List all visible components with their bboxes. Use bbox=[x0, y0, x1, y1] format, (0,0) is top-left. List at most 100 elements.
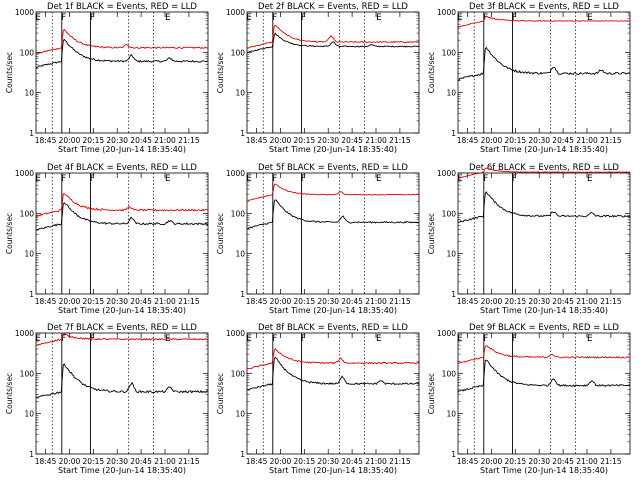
x-tick-label: 18:45 bbox=[457, 136, 479, 145]
series-line-events bbox=[457, 46, 631, 81]
x-axis-label: Start Time (20-Jun-14 18:35:40) bbox=[480, 466, 608, 475]
x-tick-label: 20:15 bbox=[83, 297, 105, 306]
series-line-lld bbox=[35, 28, 209, 55]
x-tick-label: 20:15 bbox=[294, 297, 316, 306]
panel-det-4: Det 4f BLACK = Events, RED = LLD 1 10 100 10… bbox=[5, 163, 209, 315]
y-tick-label: 1 bbox=[451, 129, 456, 138]
x-tick-label: 21:00 bbox=[365, 136, 387, 145]
x-tick-label: 18:45 bbox=[457, 457, 479, 466]
plot-frame bbox=[457, 11, 631, 134]
x-tick-label: 21:15 bbox=[178, 297, 200, 306]
panel-det-9: Det 9f BLACK = Events, RED = LLD 1 10 100 10… bbox=[427, 323, 631, 475]
x-tick-label: 20:00 bbox=[59, 136, 81, 145]
x-tick-label: 20:15 bbox=[505, 297, 527, 306]
panel-det-2: Det 2f BLACK = Events, RED = LLD 1 10 100 10… bbox=[216, 2, 420, 154]
y-tick-label: 100 bbox=[20, 48, 35, 57]
flag-label: F bbox=[90, 13, 95, 23]
series-line-events bbox=[35, 363, 209, 399]
x-tick-label: 21:15 bbox=[178, 136, 200, 145]
y-tick-label: 1000 bbox=[226, 329, 245, 338]
series-line-lld bbox=[457, 167, 630, 179]
x-tick-label: 18:45 bbox=[246, 297, 268, 306]
flag-label: E bbox=[587, 13, 593, 23]
flag-label: E bbox=[165, 13, 171, 23]
series-line-lld bbox=[35, 193, 209, 218]
x-tick-label: 20:45 bbox=[341, 457, 363, 466]
x-axis-label: Start Time (20-Jun-14 18:35:40) bbox=[269, 145, 397, 154]
x-tick-label: 20:45 bbox=[552, 297, 574, 306]
flag-label: F bbox=[301, 334, 306, 344]
y-axis-label: Counts/sec bbox=[5, 373, 14, 414]
x-tick-label: 20:00 bbox=[59, 457, 81, 466]
flag-label: E bbox=[376, 174, 382, 184]
y-axis-label: Counts/sec bbox=[427, 52, 436, 93]
x-tick-label: 21:15 bbox=[389, 136, 411, 145]
plot-frame bbox=[457, 172, 631, 295]
flag-label: E bbox=[457, 174, 463, 184]
y-tick-label: 1000 bbox=[15, 329, 34, 338]
y-tick-label: 1000 bbox=[437, 8, 456, 17]
panel-det-7: Det 7f BLACK = Events, RED = LLD 1 10 100 10… bbox=[5, 323, 209, 475]
x-tick-label: 21:00 bbox=[576, 136, 598, 145]
flag-label: E bbox=[35, 13, 41, 23]
series-line-events bbox=[246, 199, 420, 230]
panel-det-3: Det 3f BLACK = Events, RED = LLD 1 10 100 10… bbox=[427, 2, 631, 154]
panel-title: Det 4f BLACK = Events, RED = LLD bbox=[47, 163, 197, 173]
y-axis-label: Counts/sec bbox=[5, 213, 14, 254]
flag-label: E bbox=[246, 174, 252, 184]
y-axis-label: Counts/sec bbox=[427, 373, 436, 414]
panel-det-1: Det 1f BLACK = Events, RED = LLD 1 10 100 10… bbox=[5, 2, 209, 154]
y-tick-label: 1 bbox=[29, 290, 34, 299]
flag-label: E bbox=[35, 174, 41, 184]
x-tick-label: 20:45 bbox=[130, 457, 152, 466]
x-tick-label: 21:15 bbox=[600, 136, 622, 145]
panel-title: Det 7f BLACK = Events, RED = LLD bbox=[47, 323, 197, 333]
x-tick-label: 20:30 bbox=[528, 136, 550, 145]
y-tick-label: 1 bbox=[451, 290, 456, 299]
y-tick-label: 1000 bbox=[226, 8, 245, 17]
flag-label: E bbox=[35, 334, 41, 344]
flag-label: F bbox=[483, 13, 488, 23]
y-tick-label: 10 bbox=[24, 410, 34, 419]
plot-frame bbox=[35, 332, 209, 455]
panel-det-6: Det 6f BLACK = Events, RED = LLD 1 10 100 10… bbox=[427, 163, 631, 315]
y-tick-label: 100 bbox=[442, 369, 457, 378]
y-axis-label: Counts/sec bbox=[5, 52, 14, 93]
y-tick-label: 1000 bbox=[226, 169, 245, 178]
flag-label: E bbox=[587, 174, 593, 184]
panel-det-5: Det 5f BLACK = Events, RED = LLD 1 10 100 10… bbox=[216, 163, 420, 315]
x-tick-label: 20:30 bbox=[106, 136, 128, 145]
series-line-events bbox=[35, 202, 209, 231]
x-tick-label: 20:00 bbox=[270, 136, 292, 145]
plot-frame bbox=[35, 172, 209, 295]
x-tick-label: 18:45 bbox=[246, 457, 268, 466]
x-tick-label: 20:15 bbox=[294, 457, 316, 466]
plot-frame bbox=[457, 332, 631, 455]
x-tick-label: 18:45 bbox=[35, 297, 57, 306]
flag-label: E bbox=[376, 13, 382, 23]
y-axis-label: Counts/sec bbox=[216, 373, 225, 414]
x-tick-label: 21:00 bbox=[154, 457, 176, 466]
x-tick-label: 20:45 bbox=[341, 136, 363, 145]
x-tick-label: 21:15 bbox=[389, 297, 411, 306]
flag-label: F bbox=[272, 334, 277, 344]
flag-label: E bbox=[457, 13, 463, 23]
x-tick-label: 20:45 bbox=[552, 457, 574, 466]
flag-label: E bbox=[457, 334, 463, 344]
panel-title: Det 3f BLACK = Events, RED = LLD bbox=[469, 2, 619, 12]
x-tick-label: 20:00 bbox=[481, 136, 503, 145]
y-tick-label: 10 bbox=[446, 250, 456, 259]
x-tick-label: 20:45 bbox=[130, 297, 152, 306]
y-tick-label: 10 bbox=[446, 89, 456, 98]
x-tick-label: 21:00 bbox=[154, 297, 176, 306]
series-line-lld bbox=[35, 333, 209, 347]
y-tick-label: 10 bbox=[235, 410, 245, 419]
x-axis-label: Start Time (20-Jun-14 18:35:40) bbox=[58, 466, 186, 475]
y-axis-label: Counts/sec bbox=[216, 213, 225, 254]
y-tick-label: 100 bbox=[231, 369, 246, 378]
y-tick-label: 100 bbox=[231, 48, 246, 57]
y-tick-label: 100 bbox=[231, 209, 246, 218]
y-tick-label: 10 bbox=[235, 89, 245, 98]
flag-label: F bbox=[483, 174, 488, 184]
x-tick-label: 21:00 bbox=[576, 297, 598, 306]
